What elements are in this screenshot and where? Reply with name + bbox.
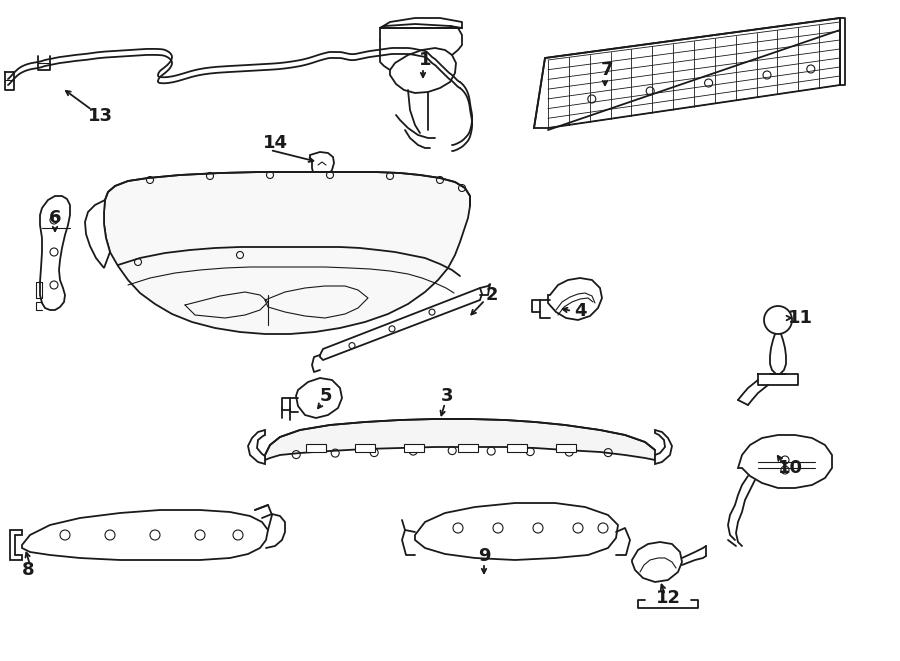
- Polygon shape: [296, 378, 342, 418]
- Polygon shape: [265, 419, 655, 460]
- Polygon shape: [104, 172, 470, 334]
- Text: 13: 13: [87, 107, 112, 125]
- Polygon shape: [404, 444, 425, 452]
- Circle shape: [764, 306, 792, 334]
- Polygon shape: [22, 510, 268, 560]
- Text: 6: 6: [49, 209, 61, 227]
- Polygon shape: [632, 542, 682, 582]
- Polygon shape: [457, 444, 478, 452]
- Polygon shape: [320, 288, 482, 360]
- Text: 1: 1: [418, 51, 431, 69]
- Polygon shape: [248, 430, 265, 464]
- Polygon shape: [85, 200, 110, 268]
- Text: 3: 3: [441, 387, 454, 405]
- Text: 5: 5: [320, 387, 332, 405]
- Text: 7: 7: [601, 61, 613, 79]
- Text: 10: 10: [778, 459, 803, 477]
- Text: 9: 9: [478, 547, 491, 565]
- Text: 14: 14: [263, 134, 287, 152]
- Text: 2: 2: [486, 286, 499, 304]
- Polygon shape: [655, 430, 672, 464]
- Polygon shape: [355, 444, 375, 452]
- Polygon shape: [390, 48, 456, 93]
- Polygon shape: [534, 18, 840, 128]
- Text: 11: 11: [788, 309, 813, 327]
- Polygon shape: [40, 196, 70, 310]
- Polygon shape: [310, 152, 334, 178]
- Polygon shape: [556, 444, 576, 452]
- Text: 12: 12: [655, 589, 680, 607]
- Polygon shape: [738, 435, 832, 488]
- Text: 4: 4: [574, 302, 586, 320]
- Polygon shape: [507, 444, 527, 452]
- Polygon shape: [10, 530, 22, 560]
- Polygon shape: [306, 444, 326, 452]
- Polygon shape: [415, 503, 618, 560]
- Polygon shape: [548, 278, 602, 320]
- Text: 8: 8: [22, 561, 34, 579]
